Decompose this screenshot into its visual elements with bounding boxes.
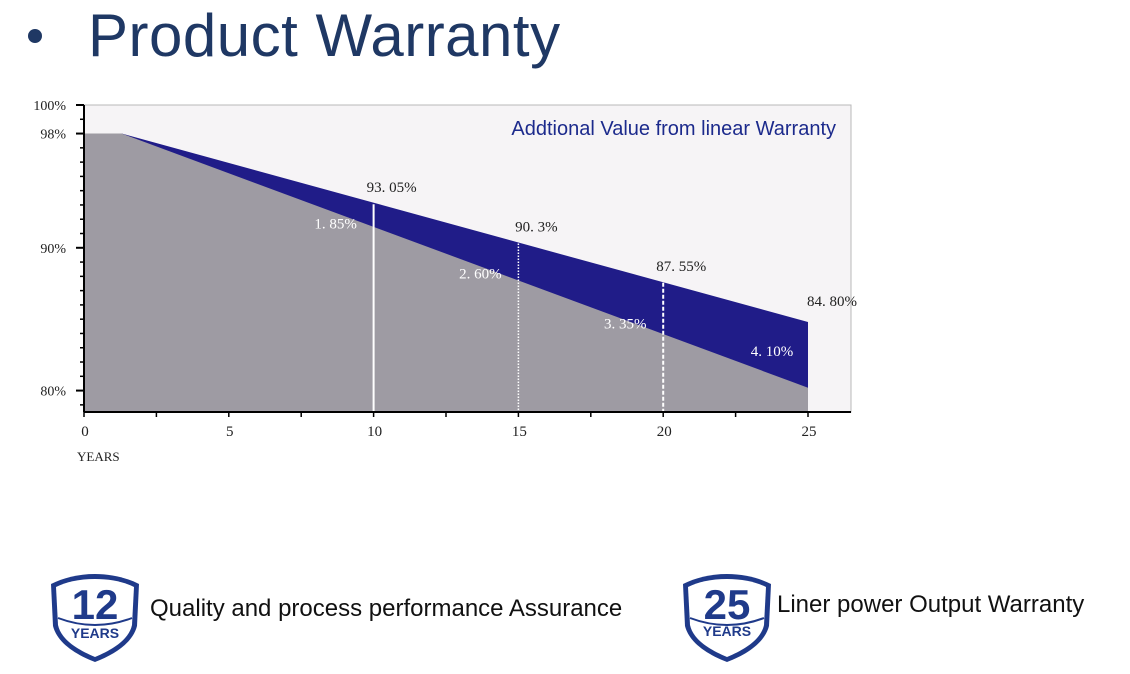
marker-diff-label: 3. 35% bbox=[604, 317, 647, 333]
x-tick-label: 10 bbox=[367, 424, 382, 440]
marker-diff-label: 1. 85% bbox=[314, 217, 357, 233]
badge-description: Quality and process performance Assuranc… bbox=[150, 595, 623, 622]
marker-value-label: 90. 3% bbox=[515, 220, 558, 236]
y-tick-label: 100% bbox=[33, 99, 66, 114]
marker-value-label: 93. 05% bbox=[367, 180, 417, 196]
marker-diff-label: 2. 60% bbox=[459, 267, 502, 283]
badge-number: 25 bbox=[704, 581, 751, 628]
title-bullet bbox=[28, 29, 42, 43]
y-tick-label: 98% bbox=[40, 128, 66, 143]
badge-unit: YEARS bbox=[703, 623, 751, 639]
marker-diff-label: 4. 10% bbox=[751, 344, 794, 360]
legend-text: Addtional Value from linear Warranty bbox=[511, 118, 836, 140]
x-tick-label: 25 bbox=[802, 424, 817, 440]
shield-icon-25-years: 25 YEARS bbox=[683, 574, 771, 662]
marker-value-label: 84. 80% bbox=[807, 294, 857, 310]
marker-value-label: 87. 55% bbox=[656, 259, 706, 275]
x-axis-label: YEARS bbox=[77, 449, 120, 464]
shield-icon-12-years: 12 YEARS bbox=[51, 574, 139, 662]
x-tick-label: 0 bbox=[81, 424, 89, 440]
badge-number: 12 bbox=[72, 581, 119, 628]
badge-description: Liner power Output Warranty bbox=[777, 591, 1085, 618]
x-tick-label: 15 bbox=[512, 424, 527, 440]
badge-unit: YEARS bbox=[71, 625, 119, 641]
x-tick-label: 20 bbox=[657, 424, 672, 440]
page-title: Product Warranty bbox=[88, 2, 561, 69]
y-tick-label: 80% bbox=[40, 385, 66, 400]
y-tick-label: 90% bbox=[40, 242, 66, 257]
base-warranty-area bbox=[84, 133, 808, 412]
x-tick-label: 5 bbox=[226, 424, 234, 440]
